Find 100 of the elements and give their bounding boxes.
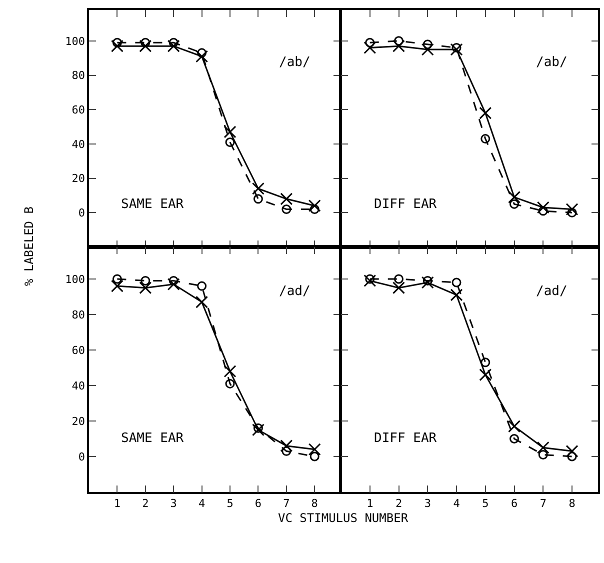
point <box>139 282 152 294</box>
point <box>566 202 578 216</box>
point <box>310 452 320 462</box>
annotation: DIFF EAR <box>374 431 437 446</box>
point <box>421 43 434 56</box>
point <box>167 40 180 52</box>
y-tick-label: 60 <box>72 344 86 357</box>
annotation: SAME EAR <box>121 431 184 446</box>
y-tick-label: 100 <box>65 34 86 48</box>
x-tick-label: 6 <box>254 496 262 510</box>
point <box>450 43 463 56</box>
point <box>282 204 292 214</box>
x-tick-label: 3 <box>424 496 431 510</box>
point <box>365 274 375 284</box>
point <box>253 194 263 204</box>
x-tick-label: 5 <box>482 496 489 510</box>
annotation: /ad/ <box>279 284 310 299</box>
point <box>394 36 404 46</box>
point <box>280 192 293 206</box>
point <box>139 40 152 52</box>
point <box>422 276 432 286</box>
x-tick-label: 7 <box>283 496 290 510</box>
point <box>112 274 122 284</box>
point <box>112 38 122 48</box>
y-tick-label: 0 <box>78 450 86 464</box>
point <box>308 200 321 212</box>
point <box>168 276 178 286</box>
point <box>224 365 236 378</box>
y-tick-label: 0 <box>78 206 86 220</box>
point <box>253 423 263 433</box>
y-tick-label: 100 <box>65 272 86 286</box>
point <box>224 126 236 138</box>
y-tick-label: 60 <box>72 103 86 116</box>
point <box>567 452 577 462</box>
point <box>536 201 550 214</box>
point <box>196 296 208 308</box>
x-tick-label: 6 <box>510 496 518 510</box>
point <box>392 40 405 52</box>
point <box>422 40 432 50</box>
point <box>364 42 376 54</box>
annotation: SAME EAR <box>121 197 184 212</box>
point <box>197 281 207 291</box>
point <box>510 199 520 209</box>
point <box>392 282 405 294</box>
y-tick-label: 80 <box>72 69 86 82</box>
x-tick-label: 5 <box>226 496 234 510</box>
point <box>566 444 578 458</box>
point <box>480 358 490 368</box>
y-tick-label: 40 <box>72 138 86 151</box>
point <box>538 450 548 460</box>
y-axis-title: % LABELED B <box>22 206 36 286</box>
annotation: /ab/ <box>536 55 568 70</box>
x-tick-label: 2 <box>395 496 402 510</box>
x-tick-label: 4 <box>198 496 206 510</box>
y-tick-label: 20 <box>72 172 86 186</box>
point <box>196 50 208 63</box>
point <box>197 48 207 58</box>
annotation: /ad/ <box>536 284 568 299</box>
x-tick-label: 8 <box>311 496 318 510</box>
y-tick-label: 80 <box>72 308 86 322</box>
point <box>225 378 235 388</box>
point <box>280 440 293 452</box>
point <box>508 190 521 204</box>
point <box>538 206 548 216</box>
point <box>365 38 375 48</box>
point <box>567 208 577 218</box>
x-tick-label: 1 <box>366 496 374 510</box>
x-tick-label: 1 <box>114 496 121 510</box>
point <box>452 43 462 53</box>
point <box>536 441 550 454</box>
point <box>452 278 462 288</box>
x-tick-label: 8 <box>568 496 576 510</box>
point <box>308 443 321 456</box>
point <box>421 276 434 289</box>
point <box>252 424 264 436</box>
point <box>110 40 124 52</box>
point <box>394 274 404 284</box>
x-axis-title: VC STIMULUS NUMBER <box>278 511 409 525</box>
point <box>364 274 376 287</box>
point <box>252 182 264 195</box>
point <box>450 288 463 302</box>
x-tick-label: 2 <box>142 496 149 510</box>
point <box>510 434 520 444</box>
point <box>167 278 180 291</box>
point <box>168 38 178 48</box>
point <box>310 204 320 214</box>
point <box>479 106 492 120</box>
point <box>508 420 521 433</box>
point <box>140 276 150 286</box>
annotation: /ab/ <box>279 55 310 70</box>
point <box>480 134 490 144</box>
point <box>282 446 292 456</box>
point <box>479 368 492 382</box>
x-tick-label: 4 <box>453 496 460 510</box>
point <box>110 280 124 292</box>
x-tick-label: 7 <box>540 496 546 510</box>
x-tick-label: 3 <box>170 496 177 510</box>
y-tick-label: 20 <box>72 414 86 428</box>
point <box>225 137 235 147</box>
y-tick-label: 40 <box>72 379 86 392</box>
